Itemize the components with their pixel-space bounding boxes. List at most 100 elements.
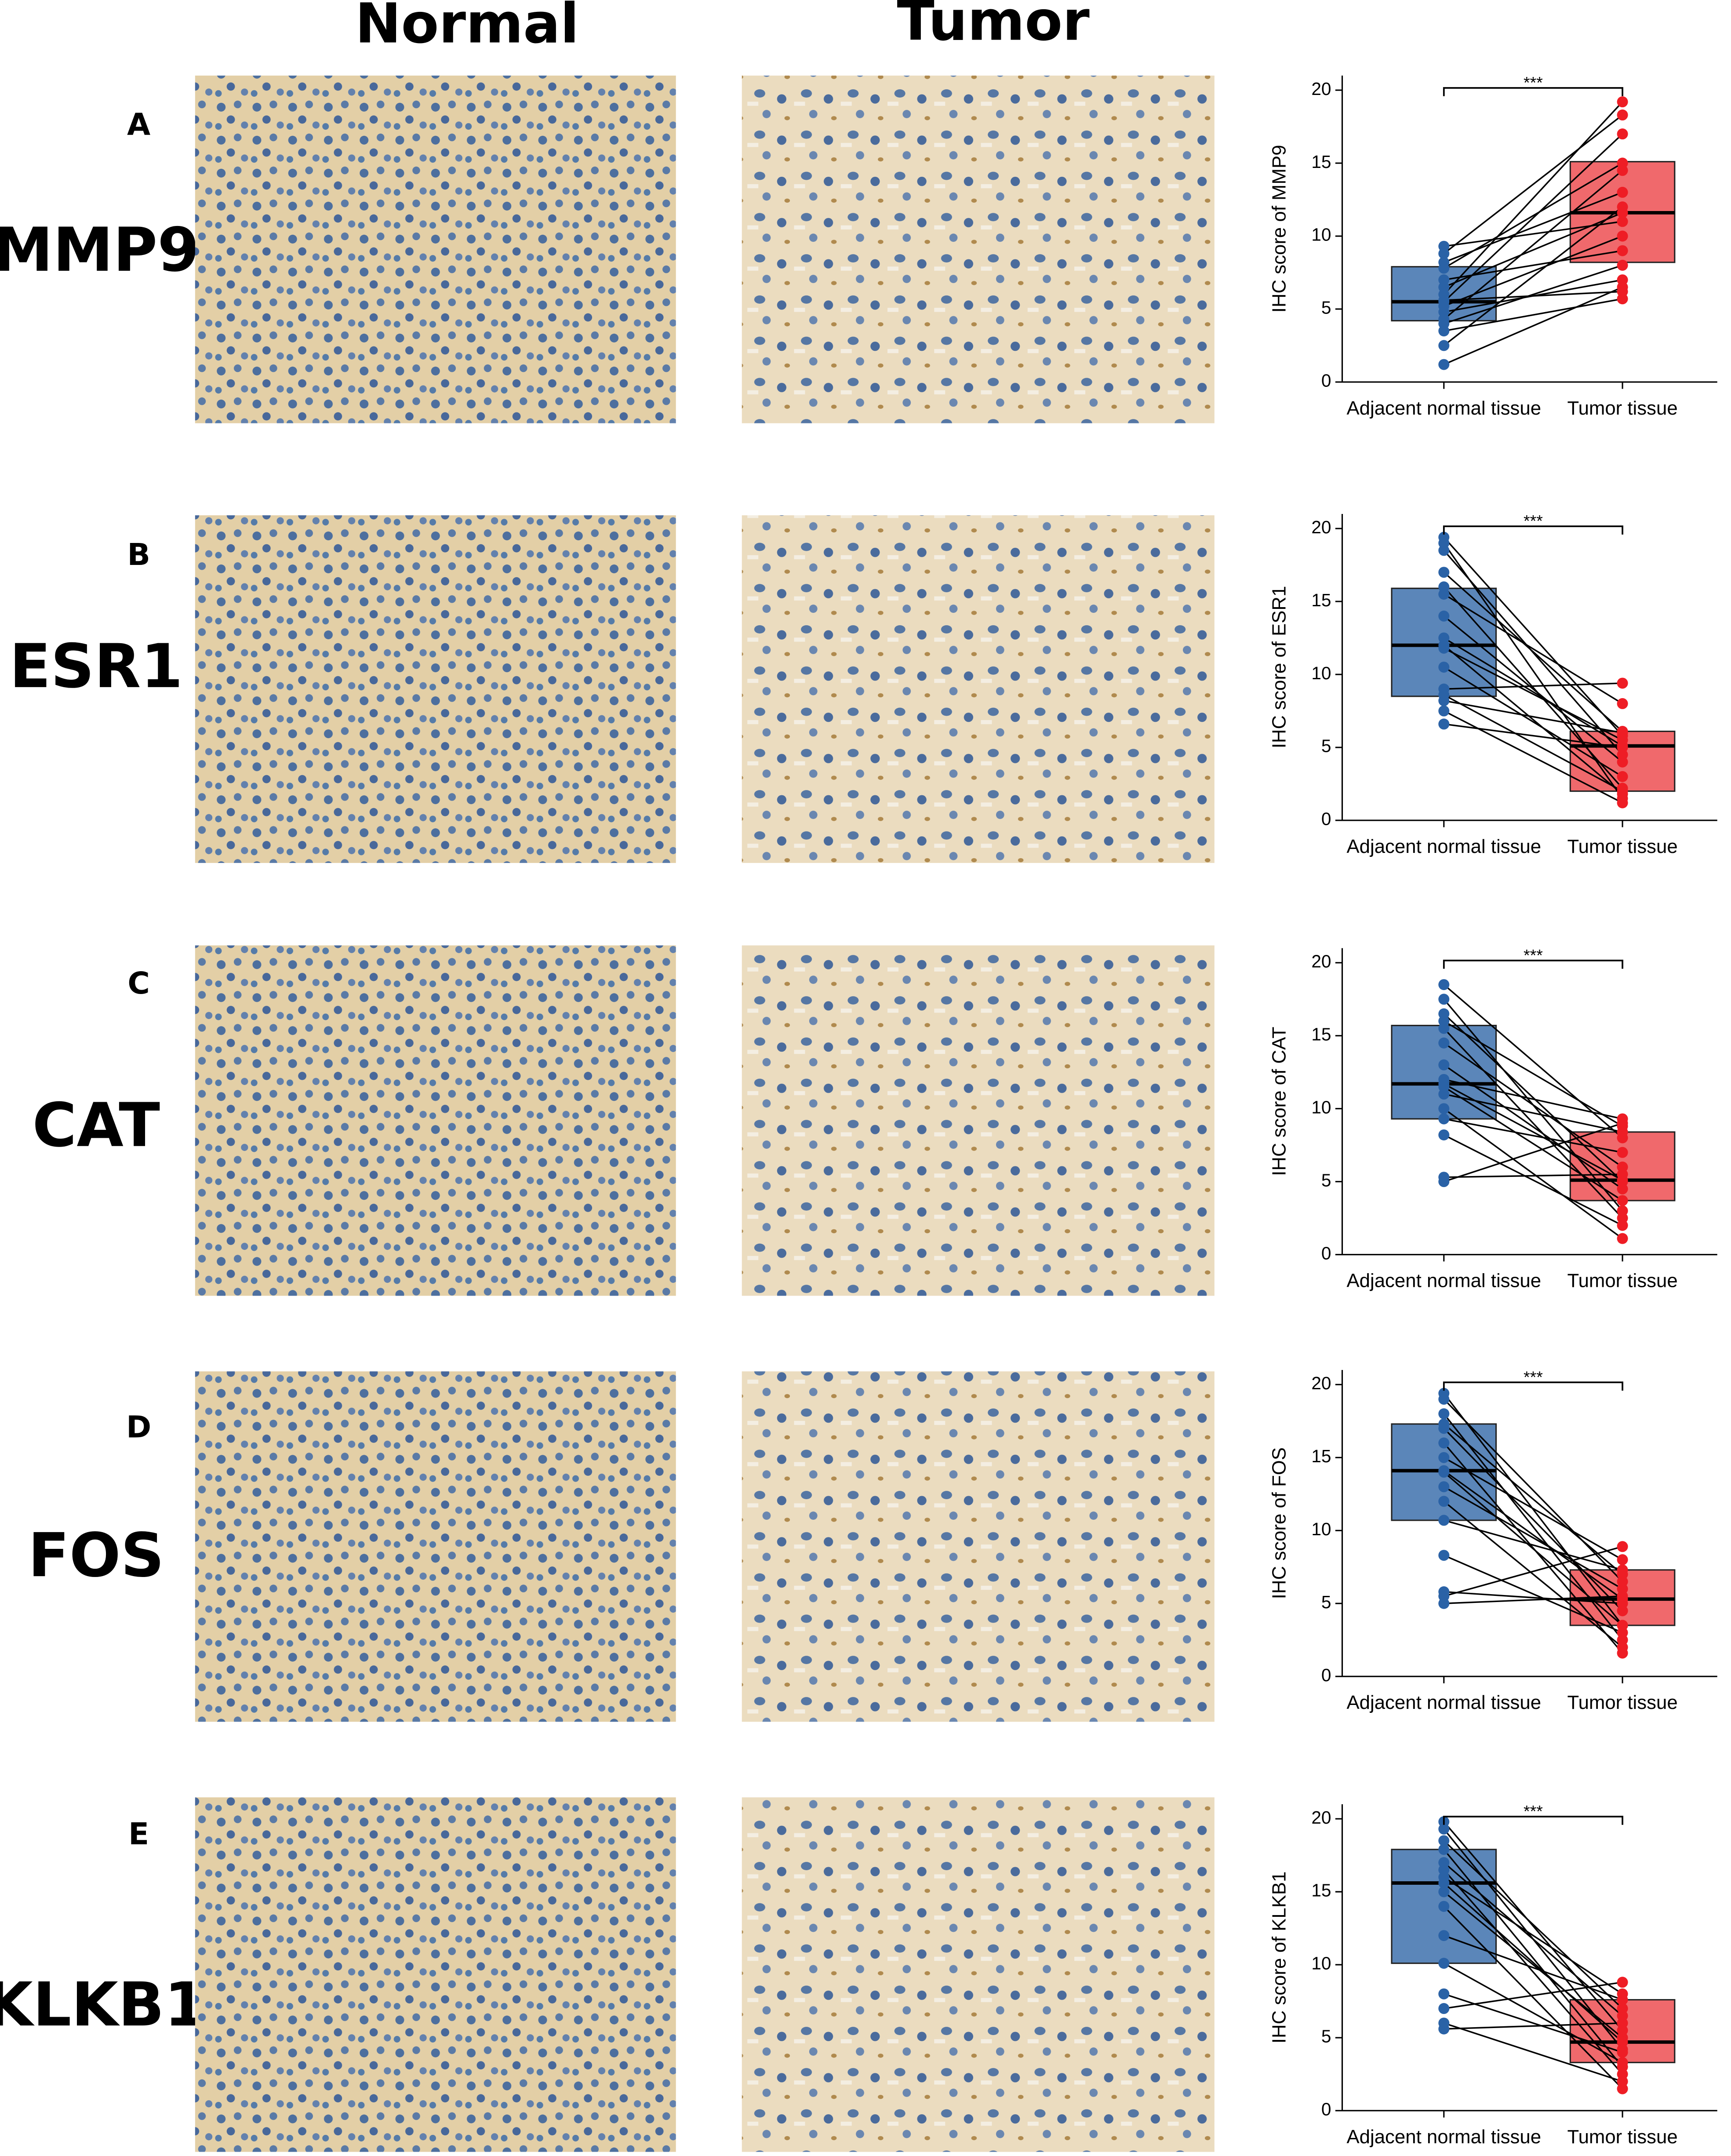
- y-tick-label: 15: [1311, 152, 1331, 172]
- pair-line: [1443, 1393, 1623, 1626]
- y-tick-label: 10: [1311, 225, 1331, 245]
- y-tick-label: 15: [1311, 1024, 1331, 1045]
- point: [1438, 1550, 1450, 1561]
- point: [1617, 1620, 1628, 1631]
- x-tick-label: Adjacent normal tissue: [1347, 836, 1542, 857]
- y-tick-label: 15: [1311, 1446, 1331, 1466]
- point: [1617, 186, 1628, 198]
- x-tick-label: Adjacent normal tissue: [1347, 397, 1542, 419]
- y-tick-label: 5: [1321, 1592, 1331, 1612]
- pair-line: [1444, 264, 1623, 324]
- y-tick-label: 10: [1311, 1097, 1331, 1117]
- pair-line: [1443, 1398, 1623, 1582]
- point: [1617, 2003, 1628, 2014]
- pair-line: [1444, 1546, 1623, 1597]
- pair-line: [1443, 1428, 1623, 1612]
- pair-line: [1443, 1413, 1623, 1641]
- y-tick-label: 5: [1321, 2026, 1331, 2047]
- point: [1617, 730, 1628, 741]
- point: [1438, 1465, 1450, 1476]
- point: [1617, 1605, 1628, 1617]
- significance-label: ***: [1524, 73, 1543, 92]
- x-tick-label: Adjacent normal tissue: [1347, 1270, 1542, 1292]
- point: [1617, 1195, 1628, 1206]
- point: [1438, 274, 1450, 286]
- point: [1438, 1481, 1450, 1493]
- point: [1617, 749, 1628, 761]
- pair-line: [1443, 1840, 1623, 2009]
- point: [1438, 257, 1450, 268]
- point: [1617, 1593, 1628, 1605]
- point: [1617, 783, 1628, 794]
- point: [1617, 771, 1628, 782]
- x-tick-label: Tumor tissue: [1567, 2126, 1677, 2148]
- point: [1438, 2018, 1450, 2029]
- x-tick-label: Tumor tissue: [1567, 397, 1677, 419]
- y-tick-label: 15: [1311, 590, 1331, 610]
- y-tick-label: 15: [1311, 1880, 1331, 1901]
- point: [1438, 1452, 1450, 1463]
- point: [1617, 1988, 1628, 1999]
- pair-line: [1444, 250, 1623, 281]
- pair-line: [1443, 543, 1623, 799]
- tissue-image: [742, 515, 1215, 863]
- pair-line: [1443, 1963, 1623, 2063]
- point: [1617, 1541, 1628, 1552]
- column-title: Tumor: [897, 0, 1090, 53]
- point: [1438, 1408, 1450, 1420]
- gene-label: CAT: [33, 1090, 160, 1161]
- point: [1438, 610, 1450, 622]
- point: [1617, 1205, 1628, 1216]
- y-tick-label: 0: [1321, 809, 1331, 829]
- panel-letter: B: [127, 537, 150, 572]
- point: [1617, 1233, 1628, 1244]
- point: [1617, 96, 1628, 108]
- point: [1617, 1161, 1628, 1173]
- pair-line: [1443, 1905, 1623, 2090]
- point: [1617, 1576, 1628, 1587]
- box-chart: 0 5 10 15 20 IHC score of MMP9 Adjacent normal…: [1268, 73, 1717, 419]
- point: [1438, 705, 1450, 717]
- pair-line: [1444, 298, 1623, 332]
- point: [1438, 359, 1450, 370]
- pair-line: [1443, 1869, 1623, 2075]
- y-axis-label: IHC score of ESR1: [1268, 586, 1290, 749]
- point: [1438, 1113, 1450, 1125]
- pair-line: [1443, 694, 1623, 792]
- point: [1438, 1037, 1450, 1049]
- point: [1438, 1437, 1450, 1449]
- pair-line: [1443, 1423, 1623, 1575]
- pair-line: [1443, 615, 1623, 763]
- point: [1617, 1977, 1628, 1988]
- pair-line: [1444, 2022, 1623, 2083]
- tissue-image: [195, 75, 676, 423]
- y-tick-label: 5: [1321, 298, 1331, 318]
- pair-line: [1443, 536, 1623, 736]
- pair-line: [1443, 998, 1623, 1212]
- y-tick-label: 0: [1321, 371, 1331, 391]
- tissue-image: [195, 1371, 676, 1722]
- pair-line: [1443, 206, 1623, 346]
- point: [1617, 1634, 1628, 1646]
- pair-line: [1443, 133, 1623, 302]
- point: [1438, 1074, 1450, 1085]
- pair-line: [1443, 1013, 1623, 1182]
- box-chart: 0 5 10 15 20 IHC score of FOS Adjacent normal …: [1268, 1368, 1717, 1713]
- tissue-image: [195, 1797, 676, 2152]
- pair-line: [1444, 191, 1623, 263]
- gene-label: ESR1: [10, 631, 183, 702]
- y-tick-label: 5: [1321, 736, 1331, 756]
- point: [1438, 683, 1450, 695]
- point: [1438, 1059, 1450, 1071]
- pair-line: [1443, 1486, 1623, 1590]
- pair-line: [1444, 1122, 1623, 1183]
- point: [1438, 532, 1450, 543]
- x-tick-label: Adjacent normal tissue: [1347, 2126, 1542, 2148]
- y-axis-label: IHC score of MMP9: [1268, 145, 1290, 313]
- column-title: Normal: [355, 0, 579, 56]
- box-chart: 0 5 10 15 20 IHC score of KLKB1 Adjacent norma…: [1268, 1802, 1717, 2148]
- point: [1617, 1647, 1628, 1659]
- point: [1438, 994, 1450, 1005]
- pair-line: [1443, 637, 1623, 747]
- point: [1617, 259, 1628, 271]
